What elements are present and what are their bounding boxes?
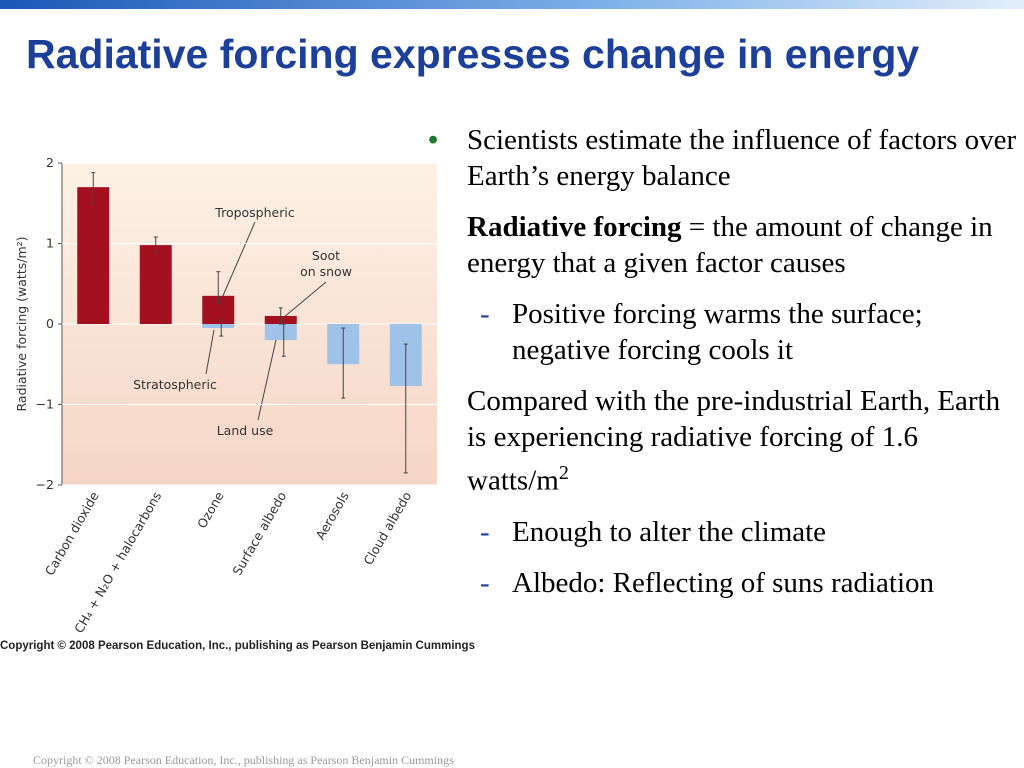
- annotation: on snow: [300, 264, 352, 279]
- y-tick-label: 0: [46, 316, 54, 331]
- footer: Copyright © 2008 Pearson Education, Inc.…: [33, 753, 454, 767]
- chart: −2 −1 0 1 2 Radiative forcing (watts/m²) Carbo…: [14, 155, 437, 636]
- definition: Radiative forcing = the amount of change…: [428, 209, 1018, 281]
- top-bar: [0, 0, 1024, 9]
- x-tick-label: Ozone: [194, 489, 227, 531]
- y-tick-label: 2: [46, 155, 54, 170]
- body-text: • Scientists estimate the influence of fa…: [428, 122, 1018, 616]
- annotation: Soot: [312, 248, 340, 263]
- bar: [77, 187, 110, 324]
- sub-bullet: - Enough to alter the climate: [480, 515, 827, 548]
- bar: [264, 324, 297, 341]
- x-tick-label: Cloud albedo: [360, 489, 414, 568]
- bullet: • Scientists estimate the influence of fa…: [428, 124, 1017, 192]
- annotation: Land use: [217, 423, 274, 438]
- sub-text: Albedo: Reflecting of suns radiation: [512, 566, 935, 599]
- superscript: 2: [558, 462, 569, 484]
- bar: [202, 324, 235, 329]
- slide-title: Radiative forcing expresses change in en…: [26, 31, 920, 77]
- sub-bullet: - Albedo: Reflecting of suns radiation: [480, 566, 935, 599]
- leader-lines: [205, 221, 327, 421]
- bar: [139, 245, 172, 324]
- annotation: Stratospheric: [133, 377, 217, 392]
- sub-text: Enough to alter the climate: [512, 515, 827, 548]
- sub-text: Positive forcing warms the surface; nega…: [512, 298, 923, 366]
- y-tick-label: 1: [46, 236, 54, 251]
- definition-text: = the amount of change in energy that a …: [467, 211, 993, 279]
- term: Radiative forcing: [467, 211, 682, 243]
- y-axis-label: Radiative forcing (watts/m²): [14, 236, 29, 411]
- comparison: Compared with the pre-industrial Earth, …: [428, 383, 1018, 499]
- figure-credit: Copyright © 2008 Pearson Education, Inc.…: [0, 640, 475, 652]
- sub-bullet: - Positive forcing warms the surface; neg…: [480, 298, 923, 366]
- y-tick-label: −2: [36, 477, 54, 492]
- y-tick-label: −1: [36, 397, 54, 412]
- x-tick-label: Surface albedo: [229, 489, 289, 578]
- comparison-text: Compared with the pre-industrial Earth, …: [467, 385, 1001, 497]
- x-tick-label: Carbon dioxide: [42, 489, 102, 578]
- annotation: Tropospheric: [214, 205, 295, 220]
- x-tick-label: Aerosols: [313, 489, 352, 542]
- bullet-text: Scientists estimate the influence of fac…: [467, 124, 1017, 192]
